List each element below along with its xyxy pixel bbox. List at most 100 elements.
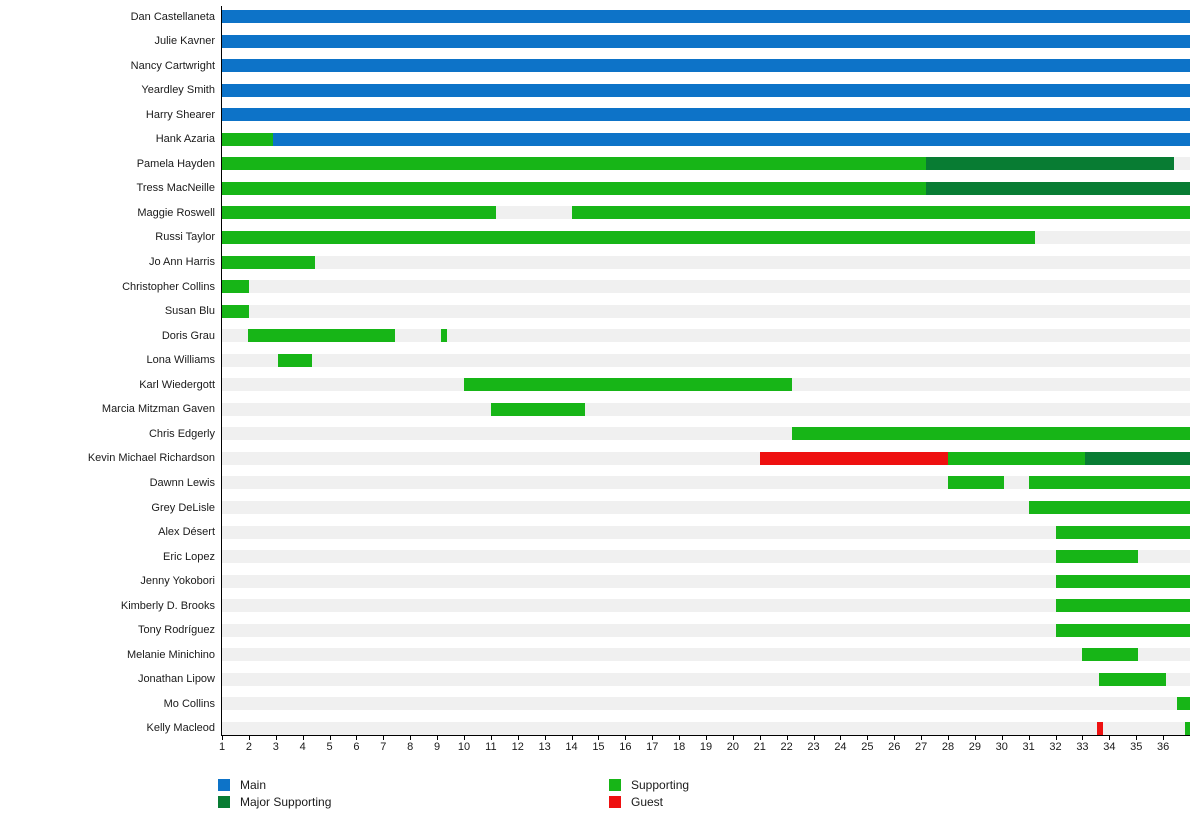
x-axis-tick: [302, 736, 304, 740]
row-label: Dan Castellaneta: [130, 10, 215, 23]
row-track: [222, 648, 1190, 662]
x-axis-tick: [1001, 736, 1003, 740]
row-track: [222, 59, 1190, 73]
x-axis-tick-label: 28: [941, 741, 955, 753]
x-axis-tick-label: 10: [457, 741, 471, 753]
x-axis-tick-label: 4: [299, 741, 306, 753]
row-track: [222, 329, 1190, 343]
x-axis-tick-label: 5: [326, 741, 333, 753]
row-label: Maggie Roswell: [137, 206, 215, 219]
row-track: [222, 672, 1190, 686]
x-axis-tick-label: 6: [353, 741, 360, 753]
bar-segment-supporting: [1028, 501, 1190, 514]
x-axis-tick-label: 31: [1022, 741, 1035, 753]
x-axis-tick: [329, 736, 331, 740]
x-axis-tick: [894, 736, 896, 740]
bar-segment-supporting: [222, 255, 315, 269]
bar-segment-supporting: [792, 427, 1190, 441]
bar-segment-guest: [1097, 721, 1103, 735]
bar-segment-supporting: [222, 181, 927, 195]
row-track: [222, 476, 1190, 490]
legend-label-guest: Guest: [631, 795, 664, 809]
x-axis-tick: [759, 736, 761, 740]
x-axis-tick-label: 16: [619, 741, 632, 753]
legend-label-major_supporting: Major Supporting: [240, 795, 332, 809]
x-axis-tick-label: 26: [888, 741, 901, 753]
row-track: [222, 280, 1190, 294]
row-track: [222, 230, 1190, 244]
bar-segment-supporting: [490, 402, 585, 416]
bar-segment-supporting: [1082, 648, 1138, 662]
x-axis-tick-label: 36: [1156, 741, 1170, 753]
x-axis-tick-label: 3: [272, 741, 279, 753]
x-axis-tick: [248, 736, 250, 740]
row-label: Tony Rodríguez: [137, 624, 215, 637]
row-track: [222, 525, 1190, 539]
row-track: [222, 206, 1190, 220]
row-label: Russi Taylor: [155, 231, 215, 244]
row-label: Hank Azaria: [155, 133, 215, 146]
bar-segment-major_supporting: [1085, 451, 1190, 465]
x-axis-tick-label: 33: [1076, 741, 1089, 753]
x-axis-tick-label: 17: [646, 741, 659, 753]
bar-segment-supporting: [247, 329, 396, 343]
row-track: [222, 34, 1190, 48]
x-axis-tick-label: 27: [914, 741, 928, 753]
x-axis-tick: [410, 736, 412, 740]
x-axis-tick: [921, 736, 923, 740]
bar-segment-major_supporting: [926, 157, 1174, 171]
legend-swatch-guest: [609, 796, 621, 808]
legend-label-supporting: Supporting: [631, 778, 690, 792]
row-track: [222, 550, 1190, 564]
x-axis-tick-label: 24: [834, 741, 847, 753]
x-axis-tick: [732, 736, 734, 740]
bar-segment-supporting: [948, 451, 1086, 465]
x-axis-tick: [679, 736, 681, 740]
row-track: [222, 304, 1190, 318]
x-axis-tick-label: 12: [511, 741, 524, 753]
row-label: Nancy Cartwright: [130, 59, 215, 72]
row-label: Yeardley Smith: [141, 84, 215, 97]
row-track: [222, 599, 1190, 613]
row-label: Dawnn Lewis: [149, 476, 215, 489]
x-axis-tick: [786, 736, 788, 740]
bar-segment-main: [222, 108, 1190, 122]
x-axis-tick-label: 13: [538, 741, 551, 753]
row-label: Christopher Collins: [122, 280, 215, 293]
row-track: [222, 697, 1190, 711]
x-axis-tick-label: 1: [218, 741, 226, 753]
bar-segment-supporting: [222, 206, 497, 220]
legend-swatch-supporting: [609, 779, 621, 791]
bar-segment-supporting: [1055, 599, 1190, 613]
bar-segment-supporting: [571, 206, 1190, 220]
bar-segment-supporting: [1055, 623, 1190, 637]
x-axis-tick: [840, 736, 842, 740]
row-label: Jenny Yokobori: [140, 575, 215, 588]
x-axis-tick: [813, 736, 815, 740]
row-label: Karl Wiedergott: [139, 378, 215, 391]
bar-segment-supporting: [222, 304, 249, 318]
x-axis-tick: [517, 736, 519, 740]
row-track: [222, 108, 1190, 122]
row-label: Eric Lopez: [163, 550, 215, 563]
bar-segment-supporting: [222, 230, 1036, 244]
x-axis-tick-label: 32: [1049, 741, 1062, 753]
bar-segment-supporting: [222, 157, 927, 171]
x-axis-tick-label: 11: [485, 741, 497, 753]
x-axis-tick: [383, 736, 385, 740]
row-label: Kevin Michael Richardson: [87, 452, 215, 465]
x-axis-tick-label: 15: [592, 741, 605, 753]
row-label: Melanie Minichino: [126, 648, 215, 661]
bar-segment-main: [222, 10, 1190, 23]
x-axis-tick: [490, 736, 492, 740]
row-track: [222, 83, 1190, 97]
bar-segment-supporting: [1184, 721, 1190, 735]
x-axis-tick-label: 9: [434, 741, 441, 753]
bar-segment-supporting: [1028, 476, 1190, 490]
bar-segment-supporting: [464, 378, 793, 392]
bar-segment-main: [273, 132, 1190, 146]
x-axis-tick: [464, 736, 465, 740]
x-axis-tick-label: 7: [380, 741, 387, 753]
x-axis-tick: [437, 736, 439, 740]
row-track: [222, 501, 1190, 514]
